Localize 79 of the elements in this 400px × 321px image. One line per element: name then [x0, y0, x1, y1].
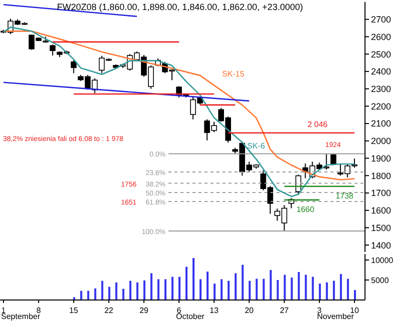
series-label: 1660 [296, 204, 315, 214]
bar [129, 280, 132, 300]
bar [214, 284, 216, 300]
y-tick-label: 5000 [371, 276, 390, 285]
y-tick-label: 1400 [371, 240, 392, 250]
bar [312, 276, 314, 300]
x-tick-label: 3 [317, 306, 322, 315]
x-tick-label: 15 [69, 306, 79, 315]
bar [234, 273, 237, 300]
bar [354, 290, 356, 300]
y-tick-label: 2100 [371, 118, 392, 129]
text: October [176, 312, 205, 321]
candlestick [50, 44, 56, 56]
bar [298, 272, 300, 300]
y-tick-label: 1600 [371, 206, 392, 216]
y-tick-label: 2600 [371, 32, 392, 42]
bar [73, 297, 76, 300]
y-tick-label: 1900 [371, 153, 392, 164]
bar [186, 266, 188, 300]
y-tick-label: 1700 [371, 188, 392, 198]
bar [80, 290, 82, 300]
bar [94, 288, 96, 300]
bar [262, 278, 265, 300]
bar [304, 274, 307, 300]
bar [164, 279, 166, 300]
series-label: 2 046 [307, 120, 328, 129]
bar [122, 288, 124, 300]
bar [206, 272, 209, 300]
x-tick-label: 10 [350, 306, 360, 315]
x-tick-label: 13 [210, 306, 220, 315]
bar [340, 274, 342, 300]
bar [178, 276, 180, 300]
y-tick-label: 10000 [371, 256, 394, 265]
y-tick-label: 1800 [371, 170, 392, 181]
series-label: SK-15 [222, 69, 245, 78]
bar [290, 278, 293, 300]
bar [115, 282, 118, 300]
bar [200, 279, 202, 300]
bar [136, 282, 138, 300]
bar [256, 278, 258, 300]
bar [150, 273, 152, 300]
bar [276, 280, 279, 300]
bar [101, 280, 104, 300]
text: September [1, 312, 40, 321]
y-tick-label: 2200 [371, 101, 392, 112]
bar [318, 284, 321, 300]
bar [270, 270, 272, 300]
bar [171, 276, 174, 300]
bar [220, 279, 223, 300]
bar [192, 258, 195, 300]
y-tick-label: 2300 [371, 84, 392, 94]
x-tick-label: 6 [176, 306, 182, 315]
x-tick-label: 8 [36, 306, 42, 315]
bar [326, 282, 328, 300]
x-tick-label: 29 [139, 306, 149, 315]
x-tick-label: 20 [244, 306, 254, 315]
bar [143, 280, 146, 300]
y-tick-label: 2000 [371, 136, 392, 146]
bar [346, 278, 349, 300]
bar [87, 290, 90, 300]
bar [108, 286, 110, 300]
y-tick-label: 1500 [371, 222, 392, 233]
candlestick [70, 60, 77, 74]
y-tick-label: 2700 [371, 14, 392, 25]
y-tick-label: 2400 [371, 66, 392, 77]
series-label: 1738 [336, 191, 354, 200]
text: November [317, 312, 354, 321]
x-tick-label: 22 [104, 306, 114, 315]
bar [157, 279, 160, 300]
bar [284, 274, 286, 300]
y-tick-label: 2500 [371, 49, 392, 60]
x-tick-label: 27 [280, 306, 290, 315]
bar [248, 280, 251, 300]
chart-title: FW20Z08 (1,860.00, 1,898.00, 1,846.00, 1,862.00, +23.0000) [57, 2, 303, 12]
bar [228, 280, 230, 300]
bar [242, 264, 244, 300]
series-label: SK-6 [247, 141, 266, 150]
bar [332, 280, 335, 300]
candlestick [323, 154, 330, 170]
